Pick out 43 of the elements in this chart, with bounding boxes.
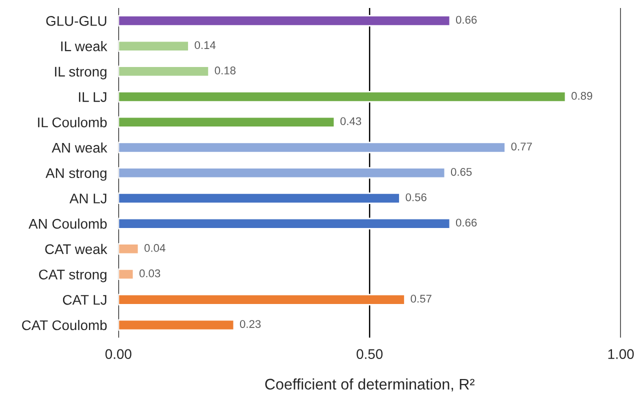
data-label: 0.56	[406, 193, 426, 202]
bar	[118, 14, 451, 26]
bar	[118, 294, 406, 306]
bar	[118, 116, 336, 128]
y-tick-label: AN weak	[52, 142, 108, 153]
y-tick-label: IL LJ	[78, 92, 106, 102]
y-tick-label: CAT Coulomb	[22, 320, 107, 330]
data-label: 0.23	[240, 320, 261, 328]
bar	[118, 167, 446, 179]
bar	[118, 268, 134, 280]
bar	[118, 142, 506, 154]
x-tick-label: 0.00	[105, 349, 132, 359]
y-tick-label: AN strong	[46, 168, 106, 181]
bar	[118, 319, 235, 331]
data-label: 0.43	[340, 117, 362, 126]
y-tick-label: CAT weak	[45, 244, 108, 254]
data-label: 0.77	[511, 142, 532, 150]
bar	[118, 192, 400, 204]
y-tick-label: AN LJ	[69, 194, 106, 204]
data-label: 0.04	[144, 244, 166, 252]
x-axis-title: Coefficient of determination, R²	[265, 378, 474, 392]
y-tick-label: IL Coulomb	[38, 117, 107, 128]
bar	[118, 218, 451, 230]
data-label: 0.66	[456, 16, 477, 24]
y-tick-label: IL strong	[55, 66, 106, 80]
data-label: 0.03	[139, 269, 160, 278]
bar	[118, 66, 210, 78]
data-label: 0.18	[214, 66, 236, 74]
data-label: 0.65	[450, 168, 472, 176]
data-label: 0.57	[410, 294, 432, 303]
y-tick-label: CAT LJ	[62, 294, 106, 305]
data-label: 0.66	[456, 218, 477, 227]
data-label: 0.14	[194, 41, 216, 50]
y-tick-label: IL weak	[61, 41, 108, 52]
y-tick-label: GLU-GLU	[46, 16, 106, 26]
bar	[118, 40, 190, 52]
bar	[118, 91, 566, 103]
y-tick-label: AN Coulomb	[28, 218, 107, 229]
data-label: 0.89	[572, 92, 592, 100]
x-tick-label: 1.00	[608, 349, 634, 359]
x-tick-label: 0.50	[356, 349, 383, 359]
bar	[118, 243, 140, 255]
y-tick-label: CAT strong	[39, 270, 106, 282]
